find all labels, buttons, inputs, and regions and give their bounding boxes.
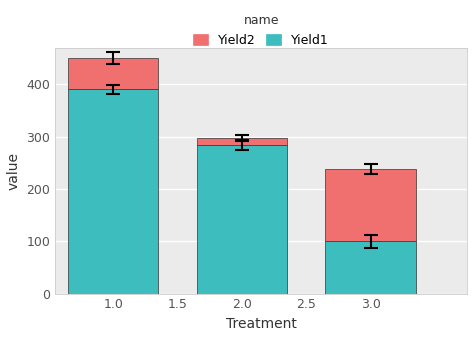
Bar	[326, 169, 416, 241]
X-axis label: Treatment: Treatment	[226, 317, 297, 331]
Legend: Yield2, Yield1: Yield2, Yield1	[188, 9, 334, 52]
Bar	[68, 90, 158, 294]
Bar	[326, 241, 416, 294]
Bar	[197, 145, 287, 294]
Bar	[197, 138, 287, 145]
Y-axis label: value: value	[7, 151, 21, 190]
Bar	[68, 58, 158, 90]
